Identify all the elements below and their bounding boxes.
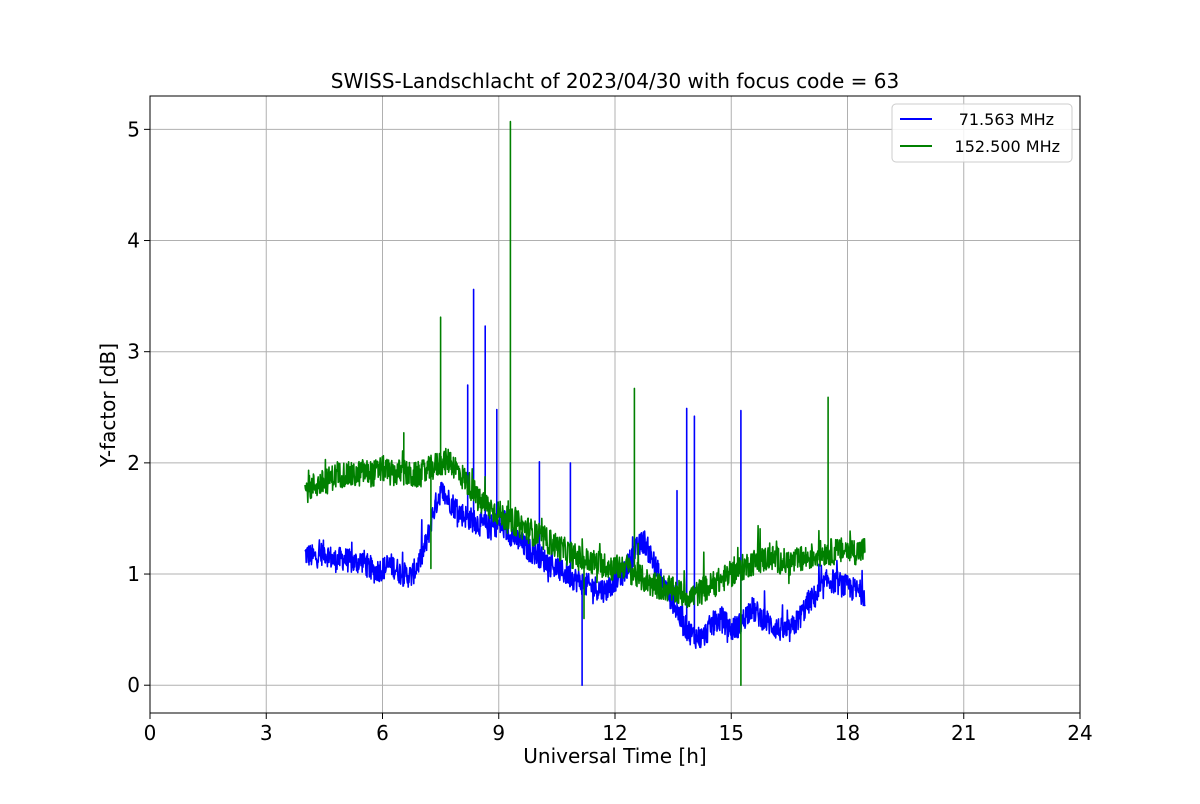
y-tick-label: 4: [127, 229, 140, 253]
x-tick-label: 12: [602, 721, 627, 745]
x-tick-label: 3: [260, 721, 273, 745]
y-tick-label: 1: [127, 562, 140, 586]
x-tick-label: 18: [835, 721, 860, 745]
legend: 71.563 MHz 152.500 MHz: [891, 103, 1073, 163]
y-tick-label: 2: [127, 451, 140, 475]
series-layer: [304, 120, 866, 686]
legend-box: [891, 103, 1073, 163]
chart-title: SWISS-Landschlacht of 2023/04/30 with fo…: [331, 69, 899, 93]
legend-label-152mhz: 152.500 MHz: [955, 137, 1060, 156]
x-tick-label: 6: [376, 721, 389, 745]
y-tick-label: 5: [127, 117, 140, 141]
x-tick-label: 0: [144, 721, 157, 745]
y-axis: 0 1 2 3 4 5: [127, 117, 150, 697]
legend-label-71mhz: 71.563 MHz: [959, 110, 1054, 129]
x-axis: 0 3 6 9 12 15 18 21 24: [144, 713, 1093, 745]
plot-area: [304, 120, 866, 686]
y-axis-label: Y-factor [dB]: [96, 343, 120, 468]
x-tick-label: 24: [1067, 721, 1092, 745]
y-tick-label: 3: [127, 340, 140, 364]
x-axis-label: Universal Time [h]: [523, 744, 706, 768]
x-tick-label: 21: [951, 721, 976, 745]
x-tick-label: 15: [719, 721, 744, 745]
x-tick-label: 9: [492, 721, 505, 745]
series-line-1: [304, 120, 866, 686]
y-tick-label: 0: [127, 673, 140, 697]
